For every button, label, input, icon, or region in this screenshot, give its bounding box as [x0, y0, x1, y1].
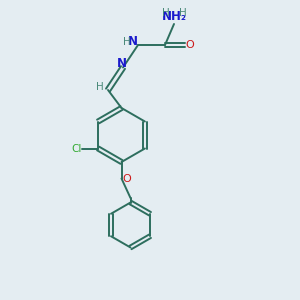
Text: H: H	[123, 37, 130, 47]
Text: N: N	[116, 57, 127, 70]
Text: NH₂: NH₂	[161, 10, 187, 23]
Text: H: H	[178, 8, 186, 18]
Text: O: O	[122, 174, 131, 184]
Text: N: N	[128, 35, 138, 48]
Text: O: O	[185, 40, 194, 50]
Text: H: H	[162, 8, 170, 18]
Text: H: H	[96, 82, 104, 92]
Text: Cl: Cl	[71, 143, 81, 154]
